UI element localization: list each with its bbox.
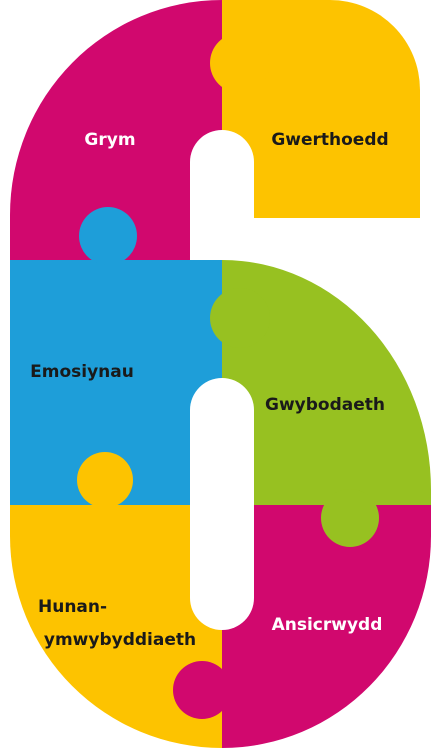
label: Gwybodaeth (265, 395, 385, 415)
label: Grym (84, 130, 135, 150)
knob (79, 207, 137, 265)
label: Emosiynau (30, 362, 134, 382)
top-gap (190, 130, 254, 260)
label: Hunan- (38, 597, 107, 617)
inner-hole (190, 378, 254, 630)
knob (173, 661, 231, 719)
label: Ansicrwydd (272, 615, 383, 635)
knob (321, 489, 379, 547)
label: ymwybyddiaeth (44, 630, 196, 650)
knob (210, 288, 270, 348)
knob (77, 452, 133, 508)
puzzle-six: Grym Gwerthoedd Emosiynau Gwybodaeth Hun… (0, 0, 431, 748)
label: Gwerthoedd (271, 130, 388, 150)
knob (210, 33, 270, 93)
